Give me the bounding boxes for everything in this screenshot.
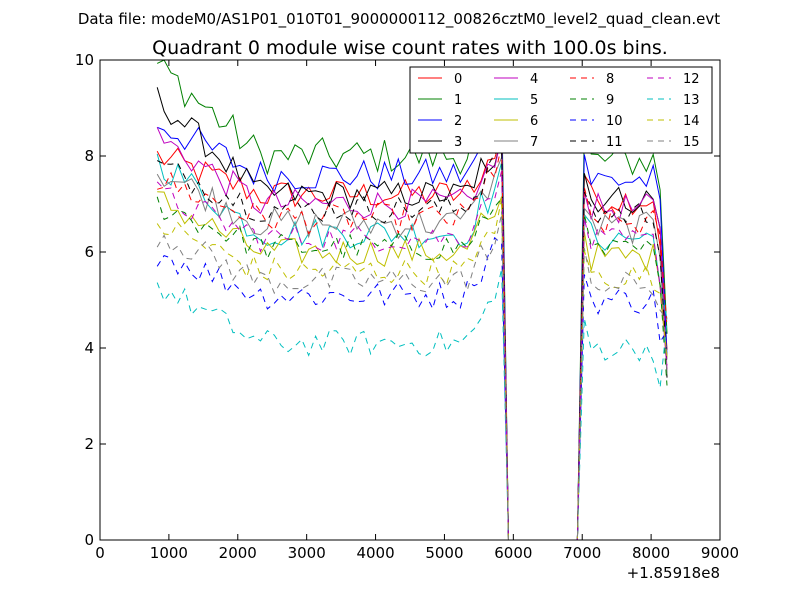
legend-label-5: 5: [530, 93, 538, 108]
legend-label-8: 8: [606, 72, 614, 87]
legend-label-15: 15: [683, 135, 700, 150]
legend-label-0: 0: [454, 72, 462, 87]
y-tick-label: 0: [84, 531, 94, 549]
x-tick-label: 6000: [494, 544, 532, 562]
x-tick-label: 8000: [632, 544, 670, 562]
legend-label-12: 12: [683, 72, 700, 87]
x-tick-label: 1000: [150, 544, 188, 562]
series-line-3: [156, 87, 668, 541]
series-line-12: [156, 170, 668, 541]
series-line-4: [156, 127, 668, 541]
x-tick-label: 7000: [563, 544, 601, 562]
legend-label-2: 2: [454, 114, 462, 129]
legend-label-7: 7: [530, 135, 538, 150]
chart-title: Quadrant 0 module wise count rates with …: [152, 37, 668, 59]
legend-label-11: 11: [606, 135, 623, 150]
axis-ticks: 0 1000 2000 3000 4000 5000 6000 7000 8000 9000 0 2 4…: [75, 51, 739, 562]
x-tick-label: 5000: [425, 544, 463, 562]
legend-label-3: 3: [454, 135, 462, 150]
legend-label-6: 6: [530, 114, 538, 129]
series-line-11: [156, 148, 668, 541]
series-line-15: [156, 213, 668, 541]
x-tick-label: 9000: [701, 544, 739, 562]
suptitle: Data file: modeM0/AS1P01_010T01_90000001…: [78, 10, 720, 29]
y-tick-label: 4: [84, 339, 94, 357]
legend-box: [409, 66, 713, 154]
x-tick-label: 2000: [219, 544, 257, 562]
y-tick-label: 2: [84, 435, 94, 453]
axes-frame: [99, 59, 721, 541]
series-line-13: [156, 268, 668, 541]
y-tick-label: 8: [84, 147, 94, 165]
y-tick-label: 10: [75, 51, 94, 69]
x-offset-label: +1.85918e8: [627, 564, 720, 582]
y-tick-label: 6: [84, 243, 94, 261]
legend-label-1: 1: [454, 93, 462, 108]
legend-label-4: 4: [530, 72, 538, 87]
x-tick-label: 3000: [288, 544, 326, 562]
legend-label-10: 10: [606, 114, 623, 129]
series-line-2: [157, 112, 668, 541]
plot-lines: [156, 59, 668, 541]
x-tick-label: 0: [95, 544, 105, 562]
series-line-10: [156, 236, 668, 541]
legend-label-14: 14: [683, 114, 700, 129]
x-tick-label: 4000: [356, 544, 394, 562]
legend-label-13: 13: [683, 93, 700, 108]
legend-label-9: 9: [606, 93, 614, 108]
